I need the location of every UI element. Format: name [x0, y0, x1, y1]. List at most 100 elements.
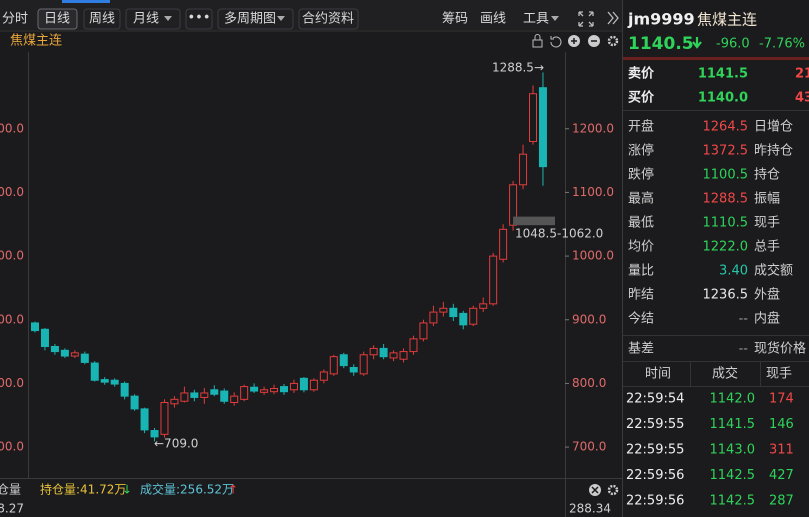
bid-ask-bar — [623, 57, 809, 60]
pane-title: 仓量 — [0, 483, 21, 497]
candle-body — [250, 386, 259, 392]
symbol: jm9999 — [627, 10, 695, 29]
candle-body — [60, 349, 69, 357]
tab-indicator — [62, 0, 110, 3]
settings-icon[interactable] — [607, 35, 619, 47]
toolbar-button[interactable]: 周线 — [89, 12, 115, 27]
y-tick-label: 900.0 — [572, 312, 606, 326]
lock-icon[interactable] — [532, 34, 543, 48]
reset-icon[interactable] — [550, 36, 562, 48]
candle-body — [170, 398, 179, 405]
candle-body — [90, 362, 99, 381]
order-price: 1141.5 — [698, 67, 748, 82]
candle-body — [80, 353, 89, 363]
candle-body — [160, 402, 169, 435]
stat-label: 昨结 — [628, 288, 654, 303]
toolbar-button[interactable]: 合约资料 — [302, 12, 354, 27]
candle-body — [190, 392, 199, 398]
toolbar-button[interactable]: 工具 — [523, 12, 549, 27]
candle-body — [31, 322, 39, 332]
candle-body — [399, 351, 408, 360]
stat-value: 1110.5 — [703, 216, 749, 231]
pane-axis-value: 288.34 — [569, 502, 611, 516]
stat-label: 均价 — [628, 240, 654, 255]
candle-body — [180, 392, 189, 402]
column-header: 成交 — [712, 366, 738, 382]
annotation: 1048.5-1062.0 — [515, 227, 603, 241]
y-tick-label: 700.0 — [0, 440, 24, 454]
candle-body — [130, 395, 139, 410]
plot: 700.0 700.0 800.0 800.0 900.0 900.0 1000.0 1000… — [0, 61, 614, 454]
candle-body — [50, 345, 59, 353]
stat-label: 内盘 — [754, 311, 780, 327]
candle-body — [509, 184, 518, 226]
candle-body — [449, 307, 458, 318]
order-volume: 43 — [795, 91, 809, 106]
candle-body — [70, 352, 79, 357]
volume-label: 成交量:256.52万 — [140, 482, 234, 497]
trade-price: 1142.5 — [710, 494, 756, 509]
candle-body — [319, 371, 328, 381]
trade-volume: 146 — [769, 417, 794, 432]
button-frame[interactable] — [83, 8, 121, 30]
column-header: 时间 — [645, 367, 671, 382]
candle-body — [469, 307, 478, 325]
y-tick-label: 1000.0 — [0, 249, 24, 263]
trade-volume: 427 — [769, 468, 794, 483]
candle-body — [140, 408, 149, 431]
stat-label: 基差 — [628, 342, 654, 357]
button-frame[interactable] — [298, 8, 359, 30]
toolbar-button[interactable]: 画线 — [480, 12, 506, 27]
settings-icon[interactable] — [607, 484, 619, 496]
candle-body — [200, 392, 209, 398]
pane-axis-value: 88.27 — [0, 502, 24, 516]
stat-label: 持仓 — [754, 168, 780, 183]
stat-label: 开盘 — [628, 119, 654, 135]
dropdown-caret — [164, 16, 172, 21]
column-header: 现手 — [766, 367, 792, 382]
stat-value: 1288.5 — [703, 192, 749, 207]
candle-body — [40, 328, 49, 347]
stat-label: 涨停 — [628, 143, 654, 159]
candle-body — [369, 347, 378, 356]
candle-body — [150, 430, 159, 438]
stat-label: 现货价格 — [754, 341, 806, 357]
button-frame[interactable] — [125, 8, 181, 30]
candle-body — [329, 356, 338, 375]
trade-time: 22:59:55 — [626, 443, 684, 458]
candle-body — [409, 338, 418, 353]
stat-value: 3.40 — [719, 264, 748, 279]
button-frame[interactable] — [185, 8, 213, 30]
toolbar-button[interactable]: 筹码 — [442, 11, 468, 27]
toolbar-button[interactable]: 多周期图 — [224, 11, 276, 27]
trade-volume: 287 — [769, 494, 794, 509]
trade-time: 22:59:54 — [626, 392, 684, 407]
candle-body — [519, 153, 528, 186]
toolbar-button[interactable]: 分时 — [2, 12, 28, 27]
y-tick-label: 1100.0 — [0, 185, 24, 199]
hold-label: 持仓量:41.72万 — [40, 482, 126, 497]
fullscreen-icon[interactable] — [578, 11, 594, 27]
toolbar-button[interactable]: 月线 — [133, 12, 159, 27]
candle-body — [389, 352, 398, 359]
trade-volume: 174 — [769, 392, 794, 407]
stat-value: 1100.5 — [703, 168, 749, 183]
dropdown-caret — [551, 16, 559, 21]
annotation: 1288.5→ — [492, 61, 544, 75]
toolbar-button[interactable]: 日线 — [44, 12, 70, 27]
candle-body — [429, 311, 438, 324]
stat-label: 日增仓 — [754, 120, 793, 135]
y-tick-label: 700.0 — [572, 440, 606, 454]
stat-label: 跌停 — [628, 167, 654, 183]
collapse-icon[interactable] — [607, 11, 619, 25]
candle-body — [230, 395, 239, 404]
trade-volume: 311 — [769, 443, 794, 458]
y-tick-label: 800.0 — [572, 376, 606, 390]
button-frame[interactable] — [217, 8, 294, 30]
toolbar-button[interactable]: ••• — [187, 11, 210, 26]
button-frame[interactable] — [37, 8, 78, 30]
stat-value: 1222.0 — [703, 240, 749, 255]
